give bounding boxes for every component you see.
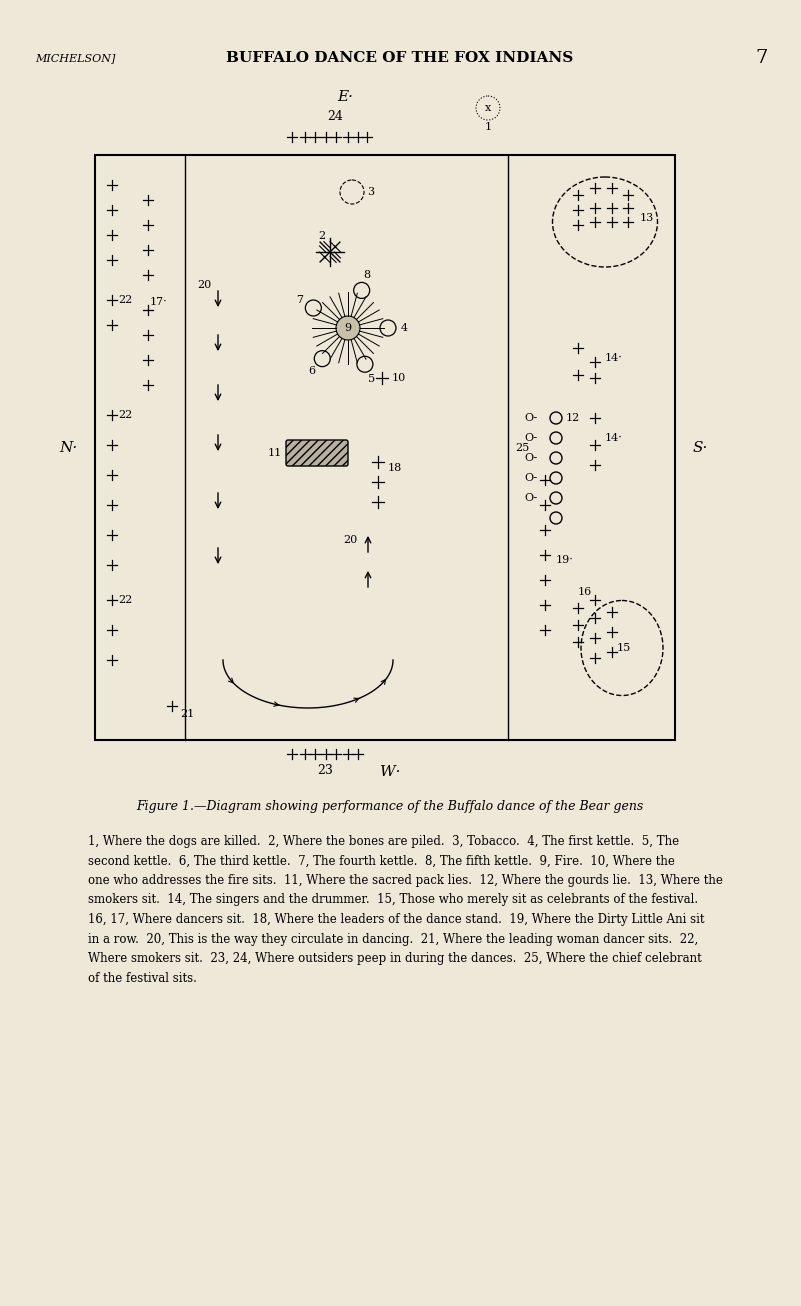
Text: BUFFALO DANCE OF THE FOX INDIANS: BUFFALO DANCE OF THE FOX INDIANS [227,51,574,65]
Text: 17·: 17· [150,296,167,307]
Text: 8: 8 [364,270,371,281]
Text: Figure 1.—Diagram showing performance of the Buffalo dance of the Bear gens: Figure 1.—Diagram showing performance of… [136,801,644,814]
Text: O-: O- [525,453,538,464]
Text: 4: 4 [400,323,408,333]
Text: 16: 16 [578,586,592,597]
Text: 10: 10 [392,374,406,383]
Text: 14·: 14· [605,434,622,443]
Text: O-: O- [525,434,538,443]
Text: 20: 20 [344,535,358,545]
Text: 23: 23 [317,764,333,777]
Text: 7: 7 [755,50,768,67]
Text: MICHELSON]: MICHELSON] [35,54,115,63]
Text: W·: W· [380,765,400,778]
Text: 12: 12 [566,413,580,423]
Text: 20: 20 [198,279,212,290]
Text: N·: N· [59,441,77,454]
Text: 18: 18 [388,464,402,473]
Text: 3: 3 [367,187,374,197]
Text: 11: 11 [268,448,282,458]
Text: S·: S· [692,441,708,454]
Text: E·: E· [337,90,353,104]
Text: x: x [485,103,491,114]
Text: O-: O- [525,473,538,483]
Text: 21: 21 [180,709,195,720]
Text: 22: 22 [118,410,132,421]
Text: 24: 24 [327,111,343,124]
Text: 13: 13 [640,213,654,223]
Text: 22: 22 [118,596,132,605]
Bar [95,155,675,741]
Circle shape [336,316,360,340]
Text: 25: 25 [515,443,529,453]
Text: 7: 7 [296,295,303,306]
Text: 5: 5 [368,374,375,384]
Text: 22: 22 [118,295,132,306]
Text: 15: 15 [617,643,631,653]
Text: 2: 2 [319,231,325,242]
Text: 6: 6 [308,366,316,376]
Text: 14·: 14· [605,353,622,363]
FancyBboxPatch shape [286,440,348,466]
Text: O-: O- [525,492,538,503]
Text: 1, Where the dogs are killed.  2, Where the bones are piled.  3, Tobacco.  4, Th: 1, Where the dogs are killed. 2, Where t… [88,835,723,985]
Text: 19·: 19· [556,555,574,565]
Text: O-: O- [525,413,538,423]
Text: 9: 9 [344,323,352,333]
Text: 1: 1 [485,121,492,132]
